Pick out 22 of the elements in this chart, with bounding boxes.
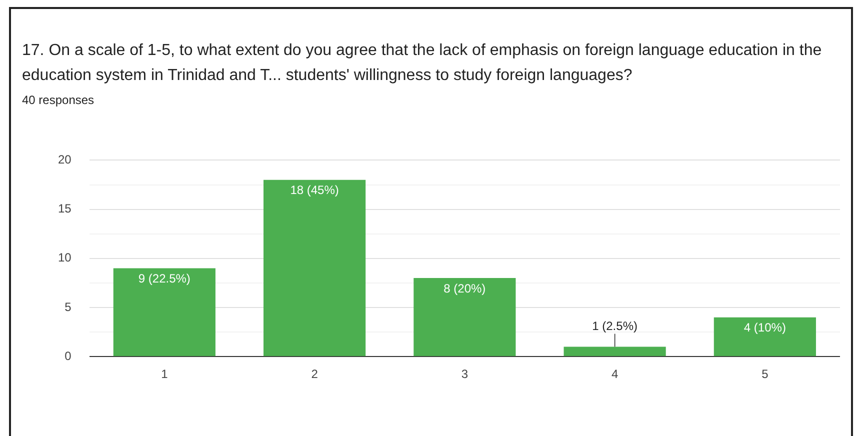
- x-tick-label: 5: [762, 367, 769, 382]
- y-tick-label: 20: [58, 152, 72, 167]
- x-tick-label: 3: [461, 367, 468, 382]
- data-label: 18 (45%): [290, 183, 339, 198]
- x-tick-label: 4: [611, 367, 618, 382]
- bar: [414, 278, 516, 356]
- y-tick-label: 10: [58, 250, 72, 265]
- bar: [264, 180, 366, 356]
- chart-title: 17. On a scale of 1-5, to what extent do you agree that the lack of emphasis on foreign language education in the education system in Trinidad and T... students' willingness to study foreign languages?: [22, 41, 823, 86]
- bar: [113, 268, 216, 356]
- chart-subtitle: 40 responses: [22, 93, 94, 107]
- x-tick-label: 1: [161, 367, 168, 382]
- bar: [714, 317, 816, 356]
- y-tick-label: 15: [58, 202, 72, 216]
- x-tick-label: 2: [311, 367, 318, 382]
- data-label: 1 (2.5%): [592, 319, 638, 334]
- data-label: 8 (20%): [444, 281, 486, 296]
- data-label: 9 (22.5%): [138, 272, 190, 286]
- data-label: 4 (10%): [744, 320, 786, 335]
- bar: [564, 346, 666, 356]
- y-tick-label: 0: [64, 348, 72, 363]
- y-tick-label: 5: [64, 300, 72, 314]
